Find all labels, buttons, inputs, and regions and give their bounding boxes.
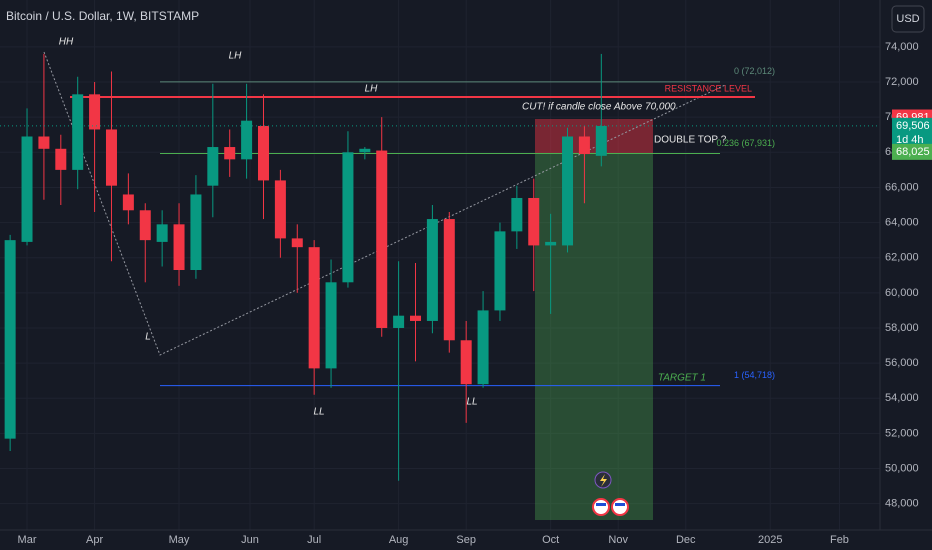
y-tick-label: 66,000 — [885, 181, 919, 193]
y-tick-label: 60,000 — [885, 287, 919, 299]
candle-body — [89, 94, 101, 130]
candle-body — [393, 315, 405, 328]
price-tag-label: 68,025 — [896, 146, 930, 158]
candle-body — [359, 148, 371, 153]
x-tick-label: Jun — [241, 534, 259, 546]
candle-body — [241, 120, 253, 160]
fib-levels: 0 (72,012) 0.236 (67,931) 1 (54,718) — [160, 66, 775, 387]
candle-body — [511, 197, 523, 232]
candle-body — [291, 238, 303, 248]
x-tick-label: May — [169, 534, 190, 546]
stop-zone — [535, 119, 653, 154]
annotation: LH — [229, 51, 243, 62]
x-tick-label: Mar — [18, 534, 37, 546]
candle-body — [122, 194, 134, 211]
y-tick-label: 64,000 — [885, 216, 919, 228]
annotation: LH — [365, 84, 379, 95]
candle-body — [55, 148, 67, 170]
y-tick-label: 74,000 — [885, 41, 919, 53]
chart-title: Bitcoin / U.S. Dollar, 1W, BITSTAMP — [6, 9, 199, 23]
annotations: HH LH LH L LL LL CUT! if candle close Ab… — [59, 37, 752, 418]
candle-body — [528, 197, 540, 246]
candle-body — [460, 340, 472, 385]
candle-body — [105, 129, 117, 186]
y-tick-label: 58,000 — [885, 322, 919, 334]
candle-body — [72, 94, 84, 170]
candle-body — [342, 152, 354, 283]
annotation: LL — [313, 407, 324, 418]
event-icon[interactable] — [592, 498, 610, 516]
candle-body — [139, 210, 151, 241]
y-tick-label: 48,000 — [885, 498, 919, 510]
x-tick-label: Sep — [456, 534, 476, 546]
price-tag — [892, 117, 932, 148]
candle-body — [274, 180, 286, 239]
candle-body — [562, 136, 574, 246]
y-tick-label: 54,000 — [885, 392, 919, 404]
candle-body — [4, 240, 16, 439]
candle-body — [578, 136, 590, 155]
candles — [4, 53, 607, 481]
fib-label: 1 (54,718) — [734, 370, 775, 380]
y-tick-label: 62,000 — [885, 252, 919, 264]
annotation: LL — [466, 397, 477, 408]
candle-body — [325, 282, 337, 369]
candle-body — [426, 219, 438, 321]
x-tick-label: Dec — [676, 534, 696, 546]
currency-button[interactable] — [891, 5, 925, 33]
annotation: CUT! if candle close Above 70,000 — [522, 102, 676, 113]
fib-label: 0 (72,012) — [734, 66, 775, 76]
target-zone — [535, 154, 653, 520]
candle-body — [21, 136, 33, 242]
currency-label: USD — [896, 13, 919, 25]
event-icon[interactable] — [611, 498, 629, 516]
candle-body — [477, 310, 489, 385]
x-tick-label: Apr — [86, 534, 103, 546]
x-tick-label: Nov — [608, 534, 628, 546]
annotation: HH — [59, 37, 74, 48]
candle-body — [376, 150, 388, 328]
candle-body — [494, 231, 506, 311]
candle-body — [224, 147, 236, 160]
candle-body — [545, 241, 557, 246]
candle-body — [173, 224, 185, 271]
x-tick-label: 2025 — [758, 534, 782, 546]
x-tick-label: Feb — [830, 534, 849, 546]
y-tick-label: 50,000 — [885, 462, 919, 474]
candle-body — [443, 219, 455, 341]
candle-body — [595, 125, 607, 156]
price-tag — [892, 143, 932, 160]
event-icon-bolt — [600, 474, 607, 487]
annotation: TARGET 1 — [658, 373, 706, 384]
candle-body — [38, 136, 50, 149]
annotation: RESISTANCE LEVEL — [665, 83, 752, 93]
candle-body — [156, 224, 168, 242]
candle-body — [190, 194, 202, 271]
flag — [615, 503, 625, 506]
fib-label: 0.236 (67,931) — [716, 138, 775, 148]
candle-body — [410, 315, 422, 321]
price-tag-timer: 1d 4h — [896, 134, 924, 146]
y-tick-label: 52,000 — [885, 427, 919, 439]
price-tag-label: 69,506 — [896, 120, 930, 132]
x-tick-label: Aug — [389, 534, 409, 546]
annotation: DOUBLE TOP ? — [654, 135, 727, 146]
candle-body — [257, 125, 269, 181]
annotation: L — [145, 332, 151, 343]
x-tick-label: Jul — [307, 534, 321, 546]
flag — [596, 503, 606, 506]
candle-body — [308, 247, 320, 369]
x-tick-label: Oct — [542, 534, 559, 546]
y-tick-label: 56,000 — [885, 357, 919, 369]
candle-body — [207, 147, 219, 186]
y-tick-label: 72,000 — [885, 76, 919, 88]
axes: 48,000 50,000 52,000 54,000 56,000 58,000 60,0… — [0, 41, 932, 546]
